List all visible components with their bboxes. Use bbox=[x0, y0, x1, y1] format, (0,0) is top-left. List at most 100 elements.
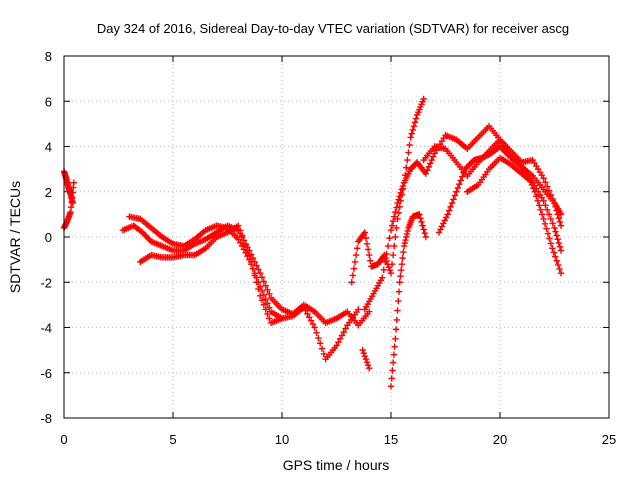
data-point bbox=[333, 342, 340, 349]
data-point bbox=[361, 229, 369, 236]
data-point bbox=[428, 156, 435, 164]
data-point bbox=[422, 170, 430, 177]
data-point bbox=[253, 262, 260, 269]
y-tick-label: 2 bbox=[45, 185, 52, 200]
data-point bbox=[257, 292, 264, 300]
data-point bbox=[392, 208, 399, 216]
data-point bbox=[69, 199, 76, 207]
data-point bbox=[354, 245, 361, 252]
data-point bbox=[394, 307, 401, 314]
data-point bbox=[340, 328, 347, 336]
data-point bbox=[551, 224, 558, 232]
data-point bbox=[533, 193, 540, 200]
data-point bbox=[544, 183, 551, 190]
data-point bbox=[407, 134, 414, 141]
data-point bbox=[549, 220, 556, 227]
data-point bbox=[400, 242, 408, 250]
data-point bbox=[255, 266, 262, 273]
data-point bbox=[402, 236, 409, 244]
data-point bbox=[367, 257, 374, 264]
x-tick-label: 0 bbox=[60, 432, 67, 447]
data-point bbox=[549, 245, 556, 252]
y-tick-label: 0 bbox=[45, 230, 52, 245]
data-point bbox=[556, 265, 563, 273]
data-point bbox=[262, 306, 269, 313]
data-point bbox=[249, 254, 257, 262]
data-point bbox=[389, 217, 397, 225]
data-point bbox=[387, 270, 395, 277]
data-point bbox=[313, 329, 320, 336]
data-point bbox=[542, 179, 549, 186]
data-point bbox=[302, 307, 309, 314]
data-point bbox=[388, 260, 396, 268]
data-point bbox=[547, 240, 555, 247]
data-point bbox=[389, 367, 396, 374]
data-point bbox=[555, 239, 563, 247]
data-point bbox=[545, 187, 553, 194]
data-point bbox=[386, 266, 394, 274]
data-point bbox=[264, 300, 271, 307]
data-point bbox=[545, 211, 553, 218]
chart-title: Day 324 of 2016, Sidereal Day-to-day VTE… bbox=[97, 21, 569, 36]
data-point bbox=[260, 301, 268, 309]
data-point bbox=[435, 229, 443, 236]
data-point bbox=[266, 290, 273, 298]
axis-ticks: 0 5 10 15 20 25 -8 -6 -4 -2 0 2 4 6 8 bbox=[40, 49, 616, 447]
data-point bbox=[388, 222, 396, 229]
data-point bbox=[262, 296, 269, 303]
data-point bbox=[540, 174, 547, 182]
data-point bbox=[399, 182, 407, 190]
data-point bbox=[352, 251, 360, 259]
series-track-g bbox=[361, 122, 565, 313]
data-point bbox=[448, 199, 456, 207]
data-point bbox=[336, 335, 344, 343]
data-point bbox=[547, 215, 555, 223]
data-point bbox=[387, 227, 395, 234]
data-point bbox=[362, 234, 370, 242]
data-point bbox=[541, 220, 549, 228]
data-point bbox=[553, 257, 560, 264]
data-point bbox=[454, 184, 462, 192]
data-point bbox=[554, 261, 562, 269]
data-point bbox=[542, 202, 549, 209]
data-point bbox=[244, 246, 251, 254]
data-point bbox=[406, 141, 413, 149]
y-tick-label: -2 bbox=[40, 275, 52, 290]
grid bbox=[64, 56, 609, 418]
data-point bbox=[383, 250, 390, 258]
data-point bbox=[401, 239, 409, 247]
data-point bbox=[408, 130, 415, 137]
data-point bbox=[387, 383, 395, 390]
data-point bbox=[451, 192, 459, 199]
data-point bbox=[440, 220, 447, 227]
data-point bbox=[399, 254, 406, 262]
data-point bbox=[363, 358, 371, 366]
data-point bbox=[391, 242, 398, 250]
data-point bbox=[420, 226, 427, 233]
data-point bbox=[540, 215, 547, 223]
data-point bbox=[240, 246, 248, 253]
data-point bbox=[240, 237, 248, 244]
data-point bbox=[395, 196, 402, 203]
data-point bbox=[237, 239, 244, 246]
data-point bbox=[404, 156, 411, 164]
data-point bbox=[388, 375, 395, 382]
data-point bbox=[419, 222, 426, 229]
data-point bbox=[422, 233, 430, 241]
data-point bbox=[443, 214, 450, 221]
data-point bbox=[409, 126, 416, 134]
data-point bbox=[306, 314, 313, 321]
data-point bbox=[450, 196, 457, 203]
data-point bbox=[393, 316, 401, 324]
x-tick-label: 10 bbox=[275, 432, 289, 447]
y-tick-label: 6 bbox=[45, 94, 52, 109]
data-point bbox=[238, 232, 246, 239]
data-point bbox=[444, 211, 451, 218]
data-point bbox=[359, 346, 366, 354]
data-point bbox=[251, 272, 258, 279]
data-point bbox=[392, 335, 399, 343]
data-point bbox=[360, 349, 367, 357]
data-point bbox=[557, 222, 565, 229]
data-point bbox=[397, 273, 404, 280]
